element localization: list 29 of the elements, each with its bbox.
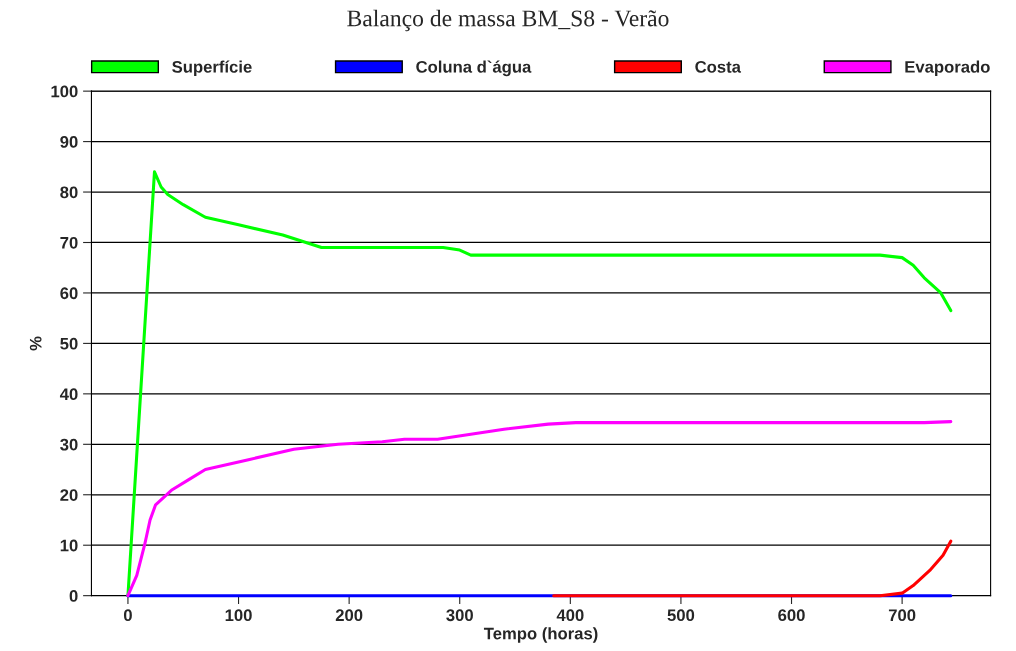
y-tick-label: 0 [69,590,78,602]
y-tick-label: 70 [60,236,78,249]
line-series [126,170,953,598]
y-tick-label: 80 [60,186,78,199]
y-tick-label: 90 [60,135,78,148]
y-tick-label: 20 [60,489,78,501]
y-tick-label: 50 [60,337,78,350]
x-tick-label: 400 [556,609,584,622]
x-tick-label: 500 [667,609,695,622]
y-axis-title: % [29,336,42,351]
line-series [552,539,953,598]
x-tick-label: 200 [335,609,363,622]
y-tick-label: 100 [51,85,78,98]
line-series [126,420,953,598]
legend-label: Coluna d`água [416,60,532,77]
x-axis-title: Tempo (horas) [483,627,598,643]
y-tick-label: 60 [60,287,78,300]
x-tick-label: 0 [123,609,132,622]
x-tick-label: 100 [225,609,252,622]
x-tick-label: 700 [888,609,916,622]
legend-label: Superfície [172,60,252,77]
chart-title: Balanço de massa BM_S8 - Verão [347,9,669,32]
x-tick-label: 300 [446,609,473,622]
legend-label: Evaporado [905,60,990,77]
x-tick-label: 600 [778,609,805,622]
legend-label: Costa [695,60,742,73]
y-tick-label: 40 [59,388,78,401]
y-tick-label: 30 [60,438,78,451]
y-tick-label: 10 [60,539,78,552]
